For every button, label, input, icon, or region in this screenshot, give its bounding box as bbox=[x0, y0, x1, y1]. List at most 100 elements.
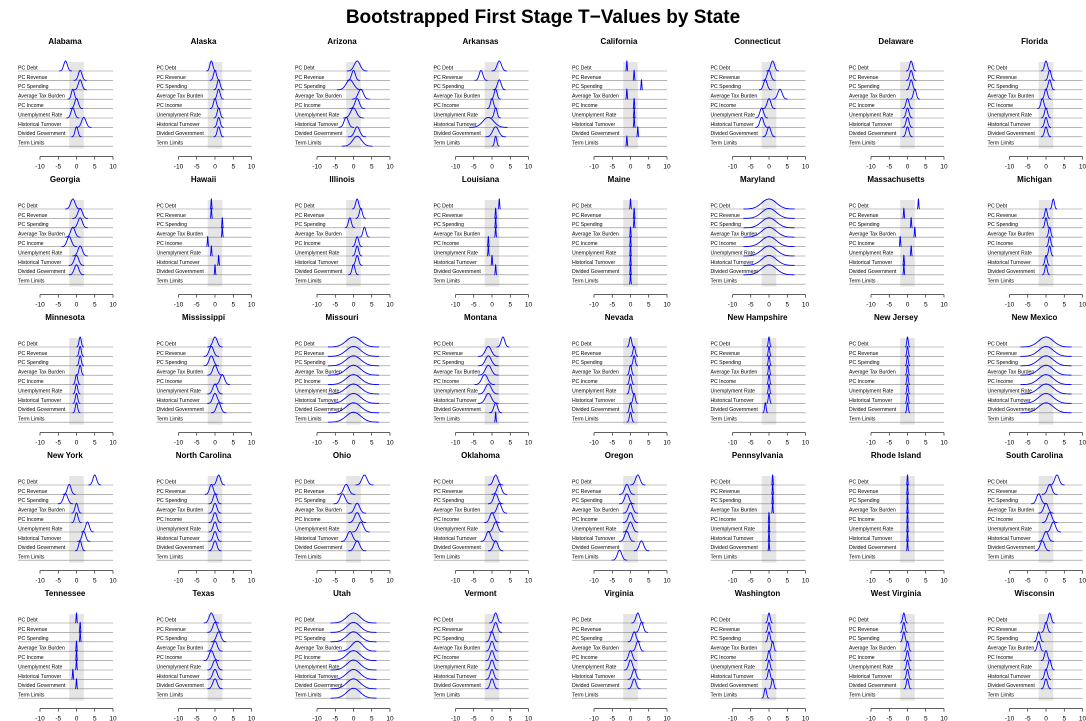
ridge bbox=[633, 540, 650, 552]
ridge bbox=[626, 411, 635, 423]
row-label: PC Income bbox=[849, 241, 875, 247]
row-label: PC Spending bbox=[157, 498, 188, 504]
panel-title: New Hampshire bbox=[727, 313, 788, 322]
row-label: Unemplyment Rate bbox=[572, 250, 617, 256]
row-label: Unemplyment Rate bbox=[295, 526, 340, 532]
x-tick-label: -5 bbox=[609, 301, 615, 308]
x-tick-label: 10 bbox=[802, 439, 810, 446]
ridge bbox=[762, 402, 768, 414]
row-label: PC Income bbox=[295, 655, 321, 661]
ridge bbox=[491, 483, 507, 495]
row-label: Unemplyment Rate bbox=[988, 664, 1033, 670]
row-label: Historical Turnover bbox=[988, 398, 1032, 404]
ridge bbox=[330, 650, 377, 662]
ridge bbox=[898, 235, 902, 248]
x-tick-label: 5 bbox=[647, 301, 651, 308]
row-label: PC Spending bbox=[295, 498, 326, 504]
ridge bbox=[494, 263, 498, 276]
row-label: Term Limits bbox=[849, 417, 876, 423]
ridge bbox=[76, 364, 85, 376]
ridge bbox=[75, 640, 78, 652]
ridge bbox=[72, 374, 81, 386]
row-label: PC Spending bbox=[157, 222, 188, 228]
row-label: PC Income bbox=[295, 379, 321, 385]
row-label: Divided Government bbox=[157, 131, 205, 137]
row-label: Unemplyment Rate bbox=[434, 112, 479, 118]
x-tick-label: 10 bbox=[525, 301, 533, 308]
row-label: PC Debt bbox=[157, 617, 177, 623]
row-label: Divided Government bbox=[711, 269, 759, 275]
row-label: PC Debt bbox=[157, 65, 177, 71]
shade-band bbox=[623, 62, 638, 149]
ridge bbox=[487, 474, 504, 486]
ridge bbox=[1020, 364, 1072, 376]
x-tick-label: -10 bbox=[589, 715, 599, 721]
row-label: Average Tax Burden bbox=[295, 646, 342, 652]
ridge bbox=[327, 392, 380, 404]
row-label: PC Debt bbox=[157, 341, 177, 347]
ridge bbox=[899, 621, 908, 633]
ridge bbox=[743, 254, 795, 266]
row-label: PC Income bbox=[295, 241, 321, 247]
row-label: Average Tax Burden bbox=[434, 94, 481, 100]
row-label: PC Debt bbox=[849, 479, 869, 485]
x-tick-label: -5 bbox=[332, 439, 338, 446]
row-label: Divided Government bbox=[988, 545, 1036, 551]
ridge bbox=[327, 374, 380, 386]
panel-title: California bbox=[601, 37, 638, 46]
ridge bbox=[61, 236, 77, 248]
ridge bbox=[327, 402, 380, 414]
ridge bbox=[73, 69, 87, 81]
row-label: PC Income bbox=[711, 379, 737, 385]
shade-band bbox=[623, 338, 638, 425]
x-tick-label: 0 bbox=[1044, 163, 1048, 170]
x-tick-label: -10 bbox=[174, 439, 184, 446]
row-label: Historical Turnover bbox=[434, 122, 478, 128]
ridge bbox=[352, 236, 363, 248]
ridge bbox=[213, 263, 217, 276]
row-label: Average Tax Burden bbox=[295, 508, 342, 514]
row-label: Unemplyment Rate bbox=[434, 526, 479, 532]
row-label: PC Income bbox=[434, 517, 460, 523]
ridge bbox=[73, 79, 87, 91]
row-label: Average Tax Burden bbox=[157, 646, 204, 652]
row-label: Average Tax Burden bbox=[572, 370, 619, 376]
ridge bbox=[917, 198, 920, 210]
x-tick-label: -5 bbox=[55, 577, 61, 584]
row-label: Historical Turnover bbox=[988, 122, 1032, 128]
row-label: Term Limits bbox=[295, 141, 322, 147]
ridge bbox=[330, 687, 377, 699]
ridge bbox=[490, 254, 494, 266]
ridge bbox=[626, 374, 635, 386]
row-label: PC Debt bbox=[849, 617, 869, 623]
ridge bbox=[76, 345, 85, 357]
ridge bbox=[220, 216, 224, 229]
ridge bbox=[1031, 493, 1047, 505]
x-tick-label: 5 bbox=[785, 439, 789, 446]
shade-band bbox=[900, 476, 915, 563]
row-label: Unemplyment Rate bbox=[849, 664, 894, 670]
ridge bbox=[485, 640, 499, 652]
row-label: Term Limits bbox=[988, 555, 1015, 561]
ridge bbox=[203, 650, 220, 662]
ridge bbox=[1020, 355, 1072, 367]
x-tick-label: 5 bbox=[924, 715, 928, 721]
row-label: Historical Turnover bbox=[572, 260, 616, 266]
ridge bbox=[762, 126, 776, 138]
ridge bbox=[213, 79, 224, 91]
x-tick-label: 10 bbox=[386, 163, 394, 170]
row-label: PC Income bbox=[988, 379, 1014, 385]
ridge bbox=[624, 650, 637, 662]
row-label: Historical Turnover bbox=[157, 260, 201, 266]
row-label: Historical Turnover bbox=[295, 260, 339, 266]
ridge bbox=[71, 668, 75, 680]
x-tick-label: 5 bbox=[647, 577, 651, 584]
row-label: PC Income bbox=[157, 379, 183, 385]
row-label: PC Debt bbox=[295, 341, 315, 347]
ridge bbox=[346, 60, 368, 72]
x-tick-label: 5 bbox=[785, 715, 789, 721]
ridge bbox=[78, 630, 82, 643]
shade-band bbox=[207, 476, 223, 563]
x-tick-label: 5 bbox=[93, 163, 97, 170]
ridge bbox=[743, 198, 795, 210]
